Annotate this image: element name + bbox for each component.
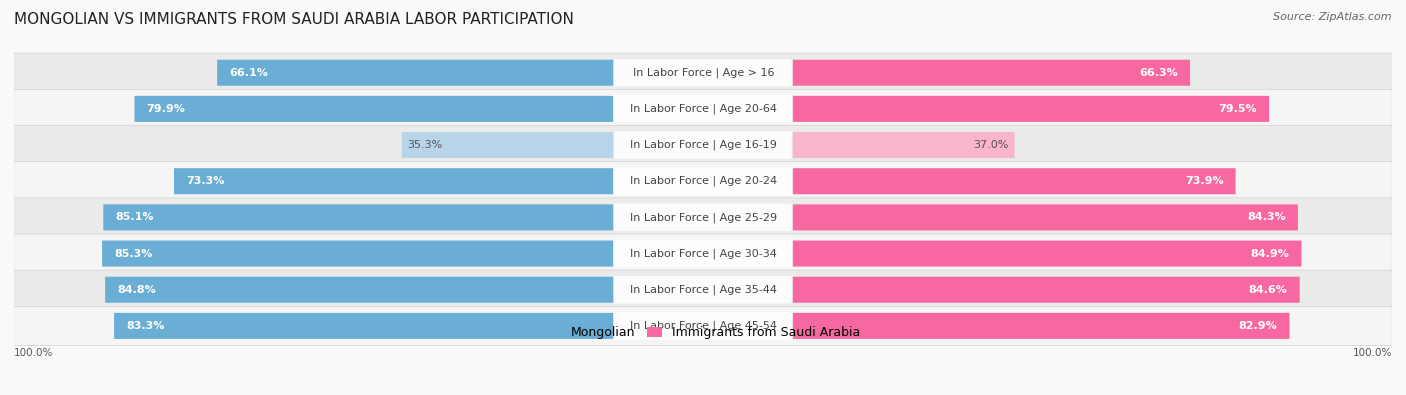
FancyBboxPatch shape	[614, 167, 792, 195]
Text: In Labor Force | Age 25-29: In Labor Force | Age 25-29	[630, 212, 778, 223]
Text: 79.5%: 79.5%	[1219, 104, 1257, 114]
Text: In Labor Force | Age 35-44: In Labor Force | Age 35-44	[630, 284, 778, 295]
FancyBboxPatch shape	[614, 131, 792, 159]
FancyBboxPatch shape	[614, 240, 792, 267]
FancyBboxPatch shape	[105, 277, 613, 303]
Text: In Labor Force | Age 45-54: In Labor Force | Age 45-54	[630, 321, 778, 331]
FancyBboxPatch shape	[103, 204, 613, 230]
FancyBboxPatch shape	[14, 234, 1392, 273]
Legend: Mongolian, Immigrants from Saudi Arabia: Mongolian, Immigrants from Saudi Arabia	[540, 322, 866, 344]
FancyBboxPatch shape	[793, 241, 1302, 267]
Text: 66.1%: 66.1%	[229, 68, 269, 78]
FancyBboxPatch shape	[793, 168, 1236, 194]
Text: 73.9%: 73.9%	[1185, 176, 1223, 186]
FancyBboxPatch shape	[103, 241, 613, 267]
FancyBboxPatch shape	[793, 204, 1298, 230]
Text: 84.8%: 84.8%	[117, 285, 156, 295]
FancyBboxPatch shape	[14, 89, 1392, 128]
Text: In Labor Force | Age 20-64: In Labor Force | Age 20-64	[630, 103, 778, 114]
FancyBboxPatch shape	[614, 276, 792, 303]
FancyBboxPatch shape	[14, 126, 1392, 165]
FancyBboxPatch shape	[402, 132, 613, 158]
FancyBboxPatch shape	[14, 53, 1392, 92]
FancyBboxPatch shape	[135, 96, 613, 122]
FancyBboxPatch shape	[614, 59, 792, 87]
FancyBboxPatch shape	[793, 313, 1289, 339]
Text: 82.9%: 82.9%	[1239, 321, 1278, 331]
Text: 100.0%: 100.0%	[14, 348, 53, 357]
FancyBboxPatch shape	[614, 312, 792, 340]
FancyBboxPatch shape	[217, 60, 613, 86]
Text: 66.3%: 66.3%	[1139, 68, 1178, 78]
Text: 85.1%: 85.1%	[115, 213, 153, 222]
Text: 85.3%: 85.3%	[114, 248, 152, 259]
Text: 84.3%: 84.3%	[1247, 213, 1286, 222]
FancyBboxPatch shape	[14, 198, 1392, 237]
FancyBboxPatch shape	[14, 307, 1392, 346]
Text: 37.0%: 37.0%	[973, 140, 1008, 150]
FancyBboxPatch shape	[793, 277, 1299, 303]
Text: 84.9%: 84.9%	[1250, 248, 1289, 259]
FancyBboxPatch shape	[793, 132, 1015, 158]
FancyBboxPatch shape	[793, 96, 1270, 122]
Text: 100.0%: 100.0%	[1353, 348, 1392, 357]
FancyBboxPatch shape	[614, 204, 792, 231]
FancyBboxPatch shape	[614, 95, 792, 122]
Text: In Labor Force | Age 30-34: In Labor Force | Age 30-34	[630, 248, 778, 259]
Text: In Labor Force | Age 20-24: In Labor Force | Age 20-24	[630, 176, 778, 186]
FancyBboxPatch shape	[14, 162, 1392, 201]
Text: 79.9%: 79.9%	[146, 104, 186, 114]
FancyBboxPatch shape	[793, 60, 1189, 86]
Text: Source: ZipAtlas.com: Source: ZipAtlas.com	[1274, 12, 1392, 22]
Text: 83.3%: 83.3%	[127, 321, 165, 331]
Text: 84.6%: 84.6%	[1249, 285, 1288, 295]
Text: 73.3%: 73.3%	[186, 176, 225, 186]
Text: In Labor Force | Age > 16: In Labor Force | Age > 16	[633, 68, 775, 78]
Text: MONGOLIAN VS IMMIGRANTS FROM SAUDI ARABIA LABOR PARTICIPATION: MONGOLIAN VS IMMIGRANTS FROM SAUDI ARABI…	[14, 12, 574, 27]
Text: In Labor Force | Age 16-19: In Labor Force | Age 16-19	[630, 140, 778, 150]
FancyBboxPatch shape	[114, 313, 613, 339]
Text: 35.3%: 35.3%	[408, 140, 443, 150]
FancyBboxPatch shape	[174, 168, 613, 194]
FancyBboxPatch shape	[14, 270, 1392, 309]
